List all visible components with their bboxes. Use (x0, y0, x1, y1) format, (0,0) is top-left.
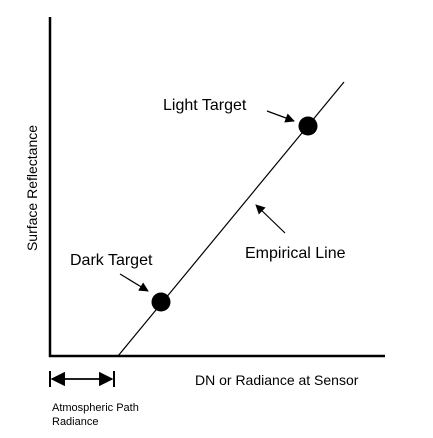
light-target-arrow (266, 110, 295, 123)
offset-label-line1: Atmospheric Path (52, 402, 139, 414)
dark-target-arrow (119, 273, 149, 292)
light-target-label: Light Target (163, 97, 247, 114)
light-target-point (298, 116, 318, 136)
dark-target-label: Dark Target (70, 252, 153, 269)
x-axis-label: DN or Radiance at Sensor (195, 372, 359, 388)
y-axis-label: Surface Reflectance (24, 125, 40, 251)
empirical-line-arrow (255, 204, 286, 234)
dark-target-point (151, 292, 171, 312)
offset-label-line2: Radiance (52, 416, 98, 428)
empirical-line-label: Empirical Line (245, 245, 346, 262)
